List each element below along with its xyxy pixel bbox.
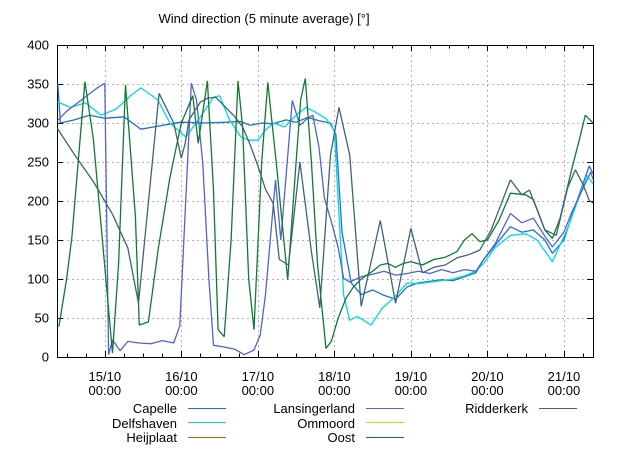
x-axis-tick-time: 00:00 [471, 383, 504, 398]
y-axis-tick-label: 50 [35, 311, 49, 326]
y-axis-tick-label: 100 [27, 272, 49, 287]
legend-label: Ridderkerk [465, 401, 528, 416]
y-axis-tick-label: 150 [27, 233, 49, 248]
legend-line-swatch [188, 422, 226, 423]
legend-line-swatch [366, 422, 404, 423]
x-axis-tick-time: 00:00 [165, 383, 198, 398]
series-line-oost [58, 78, 594, 354]
x-axis-tick-time: 00:00 [242, 383, 275, 398]
series-line-ridderkerk [56, 93, 594, 308]
x-axis-tick-time: 00:00 [318, 383, 351, 398]
legend-label: Heijplaat [126, 430, 177, 445]
plot-border [57, 45, 594, 358]
series-line-capelle [57, 83, 594, 300]
legend-label: Lansingerland [273, 401, 355, 416]
y-axis-tick-label: 300 [27, 116, 49, 131]
y-axis-tick-label: 0 [42, 350, 49, 365]
chart-title: Wind direction (5 minute average) [°] [158, 11, 370, 26]
legend-line-swatch [539, 407, 577, 409]
series-line-delfshaven [57, 87, 594, 326]
y-axis-tick-label: 200 [27, 194, 49, 209]
x-axis-tick-date: 15/10 [89, 369, 122, 384]
x-axis-tick-time: 00:00 [548, 383, 581, 398]
legend-line-swatch [366, 436, 404, 438]
legend-line-swatch [366, 407, 404, 409]
y-axis-tick-label: 400 [27, 38, 49, 53]
legend-label: Ommoord [297, 415, 355, 431]
legend-label: Delfshaven [111, 415, 177, 431]
series-lines [56, 78, 594, 356]
x-axis-tick-date: 16/10 [165, 369, 198, 384]
x-axis-tick-date: 17/10 [242, 369, 275, 384]
legend-label: Oost [327, 430, 355, 445]
legend-label: Capelle [132, 401, 177, 416]
axis-labels: 05010015020025030035040015/1000:0016/100… [27, 38, 580, 399]
legend-line-swatch [188, 407, 226, 409]
x-axis-tick-date: 21/10 [548, 369, 581, 384]
x-axis-tick-time: 00:00 [89, 383, 122, 398]
y-axis-tick-label: 250 [27, 155, 49, 170]
x-axis-tick-time: 00:00 [395, 383, 428, 398]
x-axis-tick-date: 20/10 [471, 369, 504, 384]
y-axis-tick-label: 350 [27, 77, 49, 92]
x-axis-tick-date: 19/10 [395, 369, 428, 384]
legend-line-swatch [188, 436, 226, 438]
x-axis-tick-date: 18/10 [318, 369, 351, 384]
